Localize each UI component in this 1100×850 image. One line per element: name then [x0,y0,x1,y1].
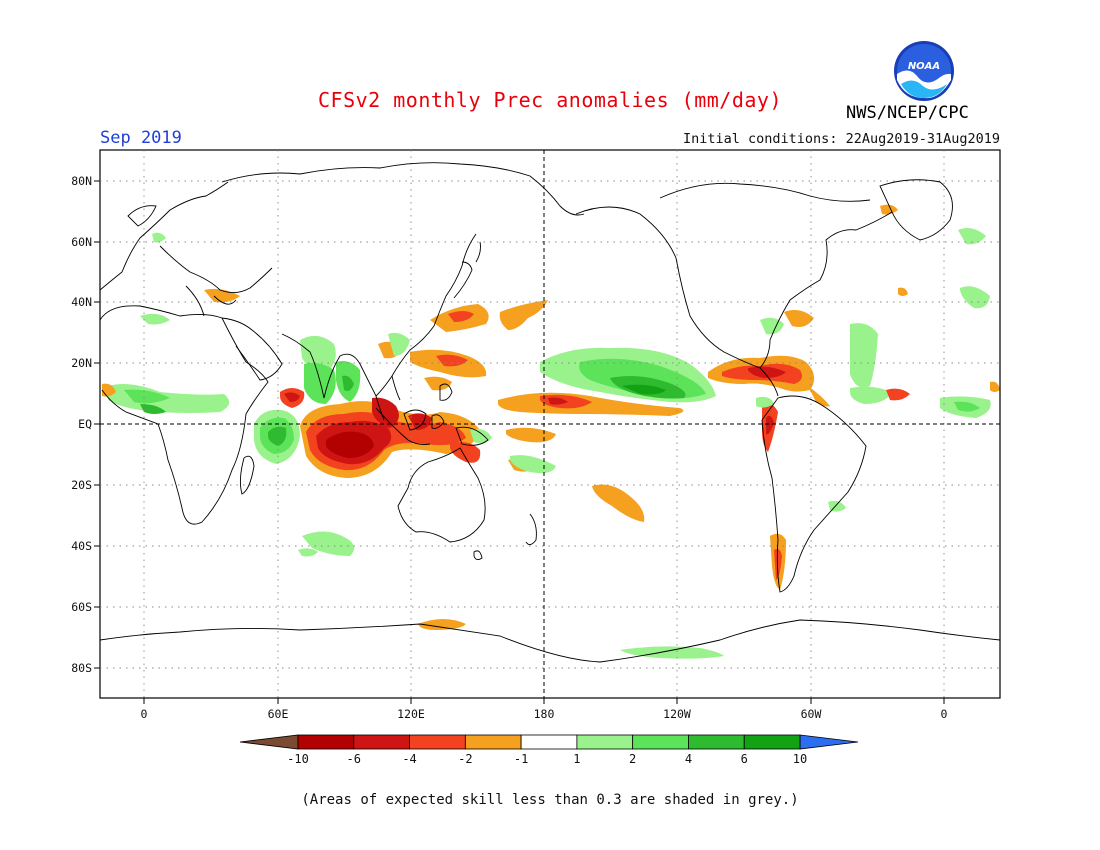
lon-label: 180 [534,707,555,721]
colorbar-bin [353,734,410,750]
lon-label: 0 [141,707,148,721]
anomaly-shading [102,204,1000,659]
agency-label: NWS/NCEP/CPC [846,103,969,123]
lon-label: 60E [268,707,289,721]
colorbar-bin [409,734,466,750]
lon-label: 60W [801,707,822,721]
lat-label: 40N [71,295,92,309]
colorbar-bin [297,734,355,750]
colorbar-high-arrow [799,734,859,750]
lat-label: 80S [71,661,92,675]
colorbar-label: 6 [741,752,748,766]
lon-labels: 0 60E 120E 180 120W 60W 0 [141,707,948,721]
lat-label: EQ [78,417,92,431]
axis-ticks [94,180,945,704]
colorbar-label: -10 [287,752,309,766]
colorbar-label: -1 [514,752,528,766]
lat-label: 40S [71,539,92,553]
lat-label: 20N [71,356,92,370]
lat-label: 60S [71,600,92,614]
lon-label: 120E [397,707,425,721]
logo-text: NOAA [908,61,940,72]
lat-label: 20S [71,478,92,492]
colorbar-label: -2 [458,752,472,766]
colorbar-label: 10 [793,752,807,766]
coastlines [100,162,1000,663]
colorbar-label: 2 [629,752,636,766]
colorbar-label: 4 [685,752,692,766]
skill-footnote: (Areas of expected skill less than 0.3 a… [301,792,799,808]
colorbar-label: -4 [402,752,416,766]
lon-label: 120W [663,707,691,721]
dry-area-extreme [326,431,374,458]
colorbar-bin [520,734,578,750]
colorbar-bin [688,734,745,750]
colorbar-label: -6 [347,752,361,766]
colorbar-bin [464,734,522,750]
lat-labels: 80N 60N 40N 20N EQ 20S 40S 60S 80S [71,174,92,675]
noaa-logo-icon: NOAA [894,41,954,101]
lon-label: 0 [941,707,948,721]
forecast-month: Sep 2019 [100,128,182,148]
lat-label: 60N [71,235,92,249]
colorbar-label: 1 [573,752,580,766]
colorbar-legend: -10 -6 -4 -2 -1 1 2 4 6 10 [239,734,859,766]
colorbar-bin [632,734,689,750]
map-title: CFSv2 monthly Prec anomalies (mm/day) [317,88,783,112]
colorbar-bin [576,734,634,750]
initial-conditions: Initial conditions: 22Aug2019-31Aug2019 [683,131,1000,147]
colorbar-low-arrow [239,734,299,750]
lat-label: 80N [71,174,92,188]
colorbar-bin [743,734,801,750]
